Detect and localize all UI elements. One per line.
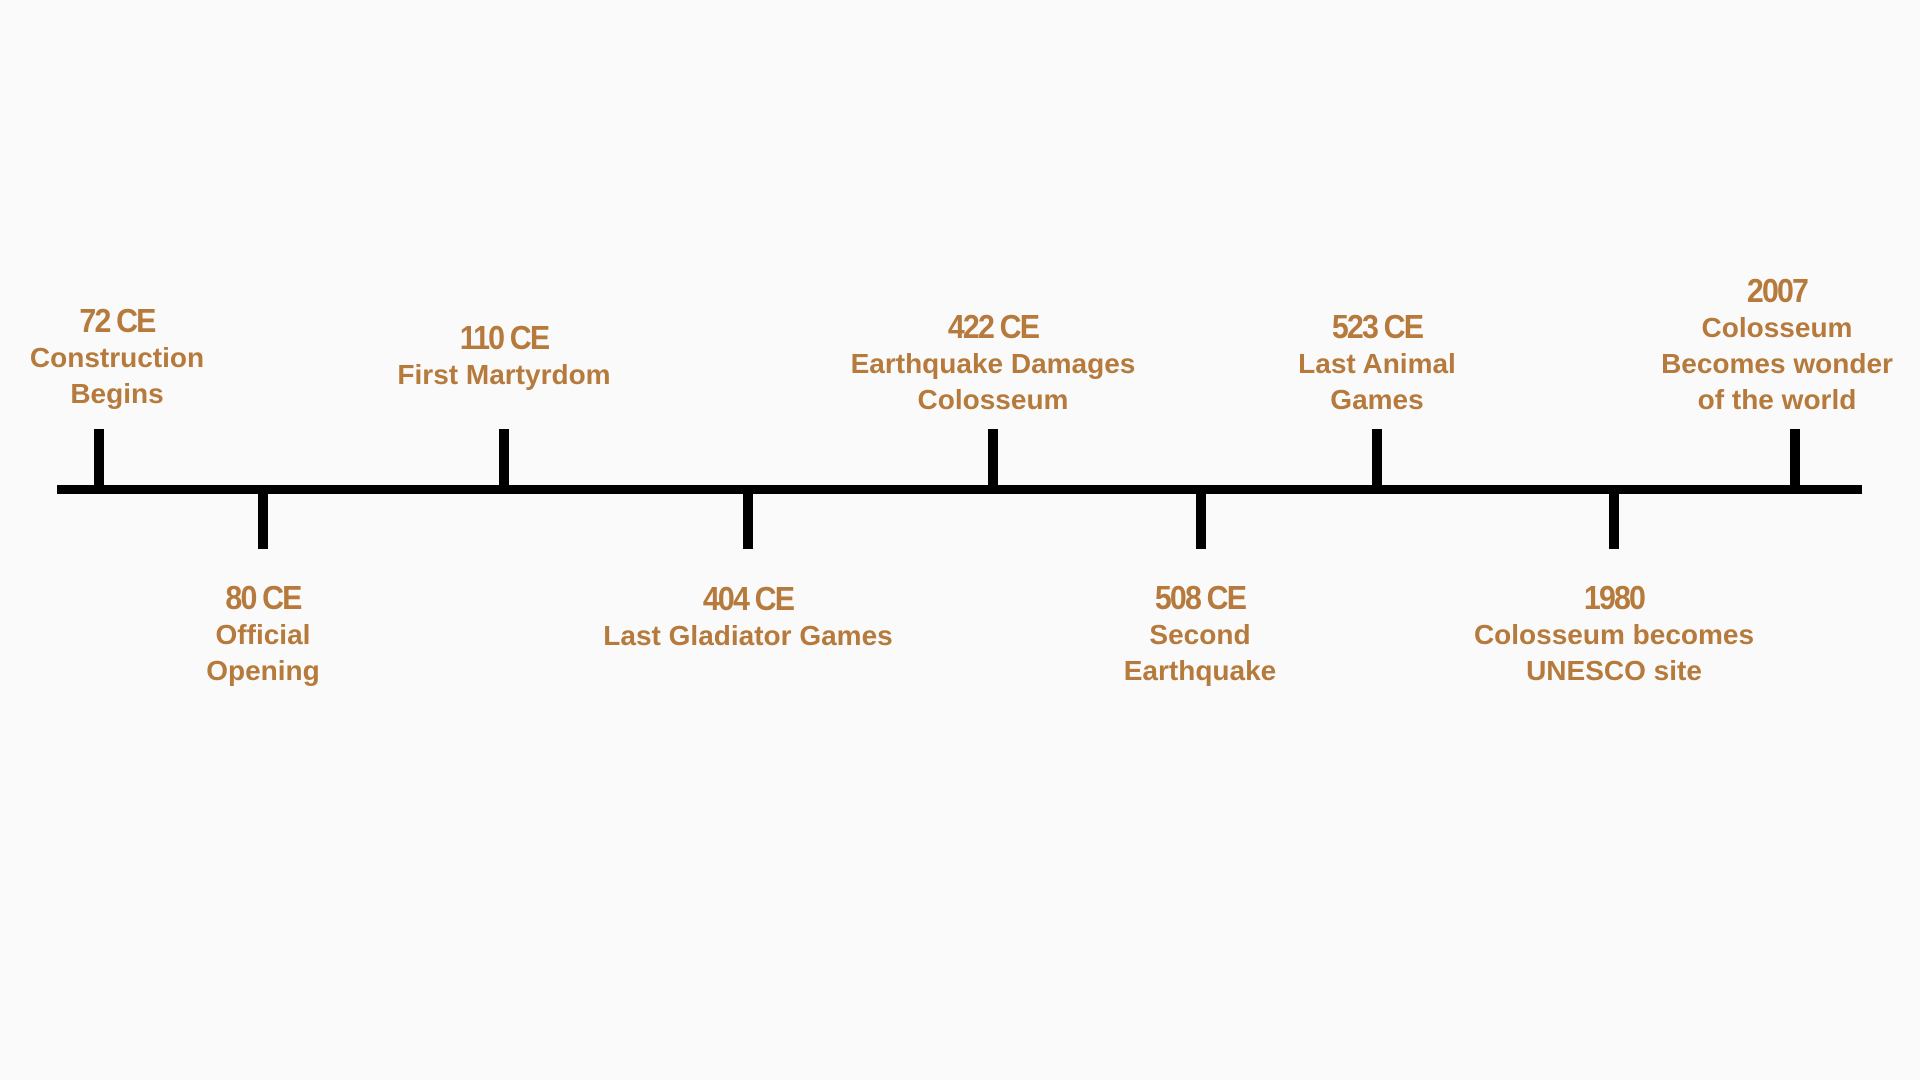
- event-description: Second Earthquake: [1123, 619, 1277, 686]
- event-year: 422 CE: [947, 308, 1040, 345]
- event-description: Last Animal Games: [1298, 348, 1456, 415]
- event-year: 508 CE: [1154, 579, 1247, 616]
- event-year: 72 CE: [79, 302, 156, 339]
- event-label-508-ce: 508 CE Second Earthquake: [990, 579, 1410, 689]
- event-label-72-ce: 72 CE Construction Begins: [0, 302, 327, 412]
- event-label-404-ce: 404 CE Last Gladiator Games: [538, 580, 958, 654]
- tick-422-ce: [988, 429, 998, 489]
- event-label-110-ce: 110 CE First Martyrdom: [294, 319, 714, 393]
- event-year: 2007: [1746, 272, 1809, 309]
- tick-1980: [1609, 489, 1619, 549]
- event-year: 80 CE: [225, 579, 302, 616]
- tick-110-ce: [499, 429, 509, 489]
- tick-523-ce: [1372, 429, 1382, 489]
- tick-80-ce: [258, 489, 268, 549]
- tick-508-ce: [1196, 489, 1206, 549]
- event-year: 110 CE: [459, 319, 550, 356]
- timeline-axis: [57, 485, 1862, 494]
- event-label-2007: 2007 Colosseum Becomes wonder of the wor…: [1567, 272, 1920, 418]
- tick-72-ce: [94, 429, 104, 489]
- event-year: 404 CE: [702, 580, 795, 617]
- event-label-80-ce: 80 CE Official Opening: [53, 579, 473, 689]
- event-description: Colosseum Becomes wonder of the world: [1661, 312, 1893, 415]
- event-description: Last Gladiator Games: [603, 620, 893, 651]
- event-label-523-ce: 523 CE Last Animal Games: [1167, 308, 1587, 418]
- tick-404-ce: [743, 489, 753, 549]
- event-year: 1980: [1583, 579, 1646, 616]
- event-description: Colosseum becomes UNESCO site: [1473, 619, 1755, 686]
- event-description: First Martyrdom: [397, 359, 611, 390]
- event-description: Earthquake Damages Colosseum: [850, 348, 1136, 415]
- event-year: 523 CE: [1331, 308, 1424, 345]
- event-label-1980: 1980 Colosseum becomes UNESCO site: [1404, 579, 1824, 689]
- event-label-422-ce: 422 CE Earthquake Damages Colosseum: [783, 308, 1203, 418]
- tick-2007: [1790, 429, 1800, 489]
- event-description: Construction Begins: [29, 342, 205, 409]
- event-description: Official Opening: [206, 619, 320, 686]
